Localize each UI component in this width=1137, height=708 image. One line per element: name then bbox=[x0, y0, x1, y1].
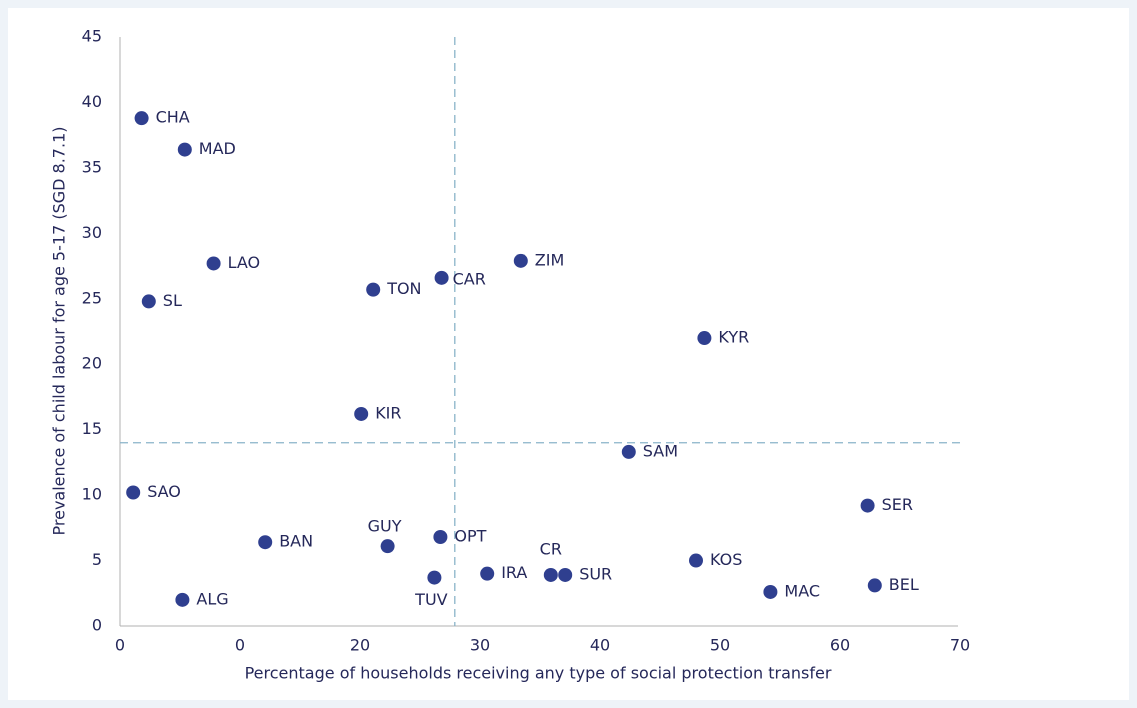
y-tick-label: 15 bbox=[82, 419, 102, 438]
x-tick-label: 60 bbox=[830, 636, 850, 655]
y-tick-label: 35 bbox=[82, 157, 102, 176]
point-label: SUR bbox=[579, 564, 612, 583]
point bbox=[366, 282, 381, 297]
point bbox=[126, 485, 141, 500]
point bbox=[860, 498, 875, 513]
point-label: BAN bbox=[279, 532, 313, 551]
y-tick-label: 25 bbox=[82, 288, 102, 307]
point-label: SER bbox=[882, 495, 913, 514]
point-label: MAC bbox=[784, 581, 820, 600]
point bbox=[177, 142, 192, 157]
point bbox=[380, 539, 395, 554]
point-label: ALG bbox=[196, 589, 228, 608]
point bbox=[427, 570, 442, 585]
point bbox=[134, 111, 149, 126]
point-label: LAO bbox=[228, 253, 261, 272]
x-tick-label: 0 bbox=[235, 636, 245, 655]
x-axis-label: Percentage of households receiving any t… bbox=[245, 664, 832, 683]
point-label: OPT bbox=[454, 526, 486, 545]
point bbox=[763, 584, 778, 599]
y-tick-label: 40 bbox=[82, 92, 102, 111]
point bbox=[258, 535, 273, 550]
point-label: TUV bbox=[414, 590, 447, 609]
y-tick-label: 30 bbox=[82, 223, 102, 242]
panel bbox=[8, 8, 1129, 700]
point-label: CAR bbox=[453, 269, 486, 288]
point-label: CR bbox=[540, 539, 562, 558]
point bbox=[354, 406, 369, 421]
x-tick-label: 70 bbox=[950, 636, 970, 655]
point-label: KOS bbox=[710, 550, 742, 569]
point-label: ZIM bbox=[535, 250, 564, 269]
point bbox=[513, 253, 528, 268]
point bbox=[867, 578, 882, 593]
point bbox=[621, 444, 636, 459]
y-tick-label: 5 bbox=[92, 550, 102, 569]
point-label: MAD bbox=[199, 139, 236, 158]
point-label: TON bbox=[386, 279, 421, 298]
point bbox=[434, 270, 449, 285]
point bbox=[175, 592, 190, 607]
point bbox=[689, 553, 703, 568]
point bbox=[543, 567, 558, 582]
y-tick-label: 0 bbox=[92, 616, 102, 635]
x-tick-label: 30 bbox=[470, 636, 490, 655]
point-label: SL bbox=[163, 291, 182, 310]
y-tick-label: 20 bbox=[82, 354, 102, 373]
x-tick-label: 20 bbox=[350, 636, 370, 655]
point bbox=[141, 294, 156, 309]
y-axis-label: Prevalence of child labour for age 5-17 … bbox=[50, 127, 69, 536]
point-label: IRA bbox=[501, 563, 527, 582]
point bbox=[433, 529, 448, 544]
point bbox=[697, 331, 712, 346]
point bbox=[206, 256, 221, 271]
x-tick-label: 0 bbox=[115, 636, 125, 655]
point-label: KIR bbox=[375, 403, 401, 422]
point-label: CHA bbox=[156, 108, 190, 127]
x-tick-label: 40 bbox=[590, 636, 610, 655]
point-label: SAO bbox=[147, 482, 181, 501]
y-tick-label: 45 bbox=[82, 27, 102, 46]
point-label: KYR bbox=[718, 328, 749, 347]
x-tick-label: 50 bbox=[710, 636, 730, 655]
point-label: BEL bbox=[889, 575, 919, 594]
point-label: SAM bbox=[643, 441, 678, 460]
point bbox=[480, 566, 495, 581]
point bbox=[558, 567, 573, 582]
point-label: GUY bbox=[368, 517, 402, 536]
y-tick-label: 10 bbox=[82, 485, 102, 504]
